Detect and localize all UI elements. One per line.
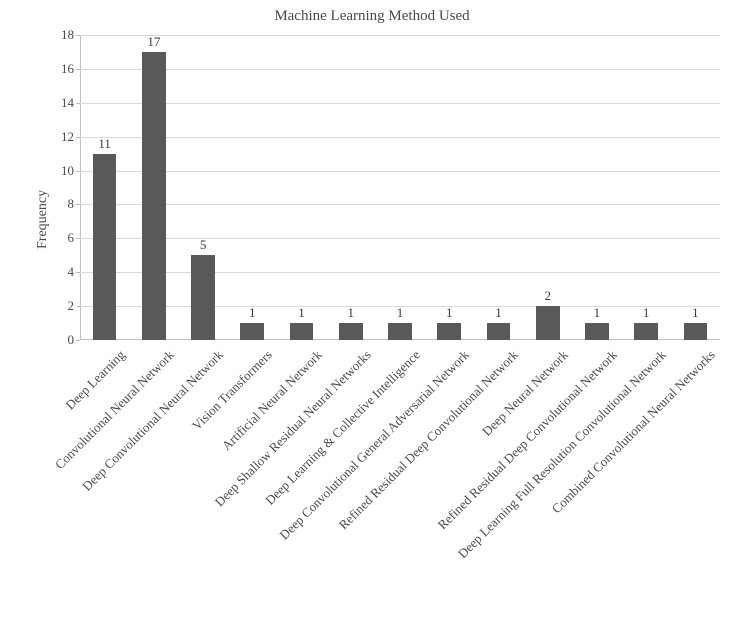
grid-line	[80, 35, 720, 36]
bar-value-label: 1	[643, 305, 650, 321]
bar	[142, 52, 166, 340]
bar	[388, 323, 412, 340]
bar-value-label: 11	[98, 136, 111, 152]
bar	[191, 255, 215, 340]
y-axis-line	[80, 35, 81, 340]
bar-value-label: 2	[544, 288, 551, 304]
bar	[240, 323, 264, 340]
bar	[290, 323, 314, 340]
y-tick-label: 14	[61, 95, 80, 111]
y-axis-label: Frequency	[35, 189, 51, 248]
grid-line	[80, 137, 720, 138]
y-tick-label: 2	[68, 298, 81, 314]
bar	[634, 323, 658, 340]
y-tick-label: 4	[68, 264, 81, 280]
y-tick-label: 12	[61, 129, 80, 145]
y-tick-label: 6	[68, 230, 81, 246]
grid-line	[80, 103, 720, 104]
bar-value-label: 17	[147, 34, 160, 50]
grid-line	[80, 204, 720, 205]
bar-value-label: 1	[692, 305, 699, 321]
chart-title: Machine Learning Method Used	[0, 8, 744, 25]
y-tick-label: 18	[61, 27, 80, 43]
bar	[93, 154, 117, 340]
bar	[339, 323, 363, 340]
grid-line	[80, 69, 720, 70]
bar-value-label: 1	[348, 305, 355, 321]
grid-line	[80, 238, 720, 239]
grid-line	[80, 171, 720, 172]
y-tick-label: 8	[68, 196, 81, 212]
bar-value-label: 1	[594, 305, 601, 321]
bar-value-label: 1	[397, 305, 404, 321]
bar	[684, 323, 708, 340]
bar-value-label: 1	[249, 305, 256, 321]
y-tick-label: 0	[68, 332, 81, 348]
bar-value-label: 1	[495, 305, 502, 321]
bar	[536, 306, 560, 340]
bar-value-label: 5	[200, 237, 207, 253]
y-tick-label: 16	[61, 61, 80, 77]
bar-value-label: 1	[298, 305, 305, 321]
bar	[585, 323, 609, 340]
grid-line	[80, 272, 720, 273]
bar-value-label: 1	[446, 305, 453, 321]
bar	[437, 323, 461, 340]
bar	[487, 323, 511, 340]
chart-container: Machine Learning Method Used Frequency 0…	[0, 0, 744, 627]
plot-area: 02468101214161811Deep Learning17Convolut…	[80, 35, 720, 340]
y-tick-label: 10	[61, 163, 80, 179]
